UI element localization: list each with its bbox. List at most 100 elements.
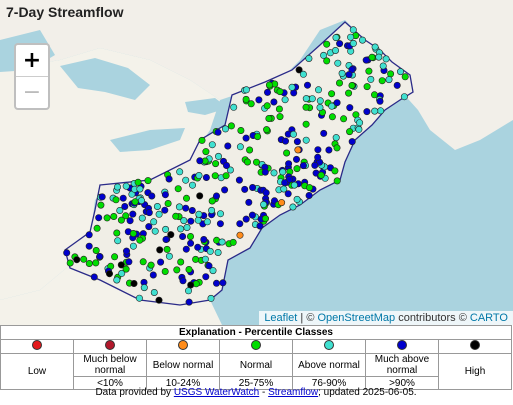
gauge-site-marker[interactable] (294, 146, 302, 154)
gauge-site-marker[interactable] (328, 90, 336, 98)
gauge-site-marker[interactable] (150, 288, 158, 296)
gauge-site-marker[interactable] (387, 70, 395, 78)
gauge-site-marker[interactable] (340, 115, 348, 123)
gauge-site-marker[interactable] (187, 281, 195, 289)
gauge-site-marker[interactable] (66, 259, 74, 267)
gauge-site-marker[interactable] (302, 120, 310, 128)
gauge-site-marker[interactable] (265, 81, 273, 89)
gauge-site-marker[interactable] (195, 172, 203, 180)
gauge-site-marker[interactable] (212, 160, 220, 168)
gauge-site-marker[interactable] (401, 73, 409, 81)
gauge-site-marker[interactable] (187, 217, 195, 225)
gauge-site-marker[interactable] (161, 267, 169, 275)
gauge-site-marker[interactable] (202, 273, 210, 281)
gauge-site-marker[interactable] (218, 238, 226, 246)
waterwatch-link[interactable]: USGS WaterWatch (173, 387, 260, 398)
gauge-site-marker[interactable] (157, 258, 165, 266)
gauge-site-marker[interactable] (249, 184, 257, 192)
gauge-site-marker[interactable] (299, 70, 307, 78)
gauge-site-marker[interactable] (85, 242, 93, 250)
gauge-site-marker[interactable] (182, 245, 190, 253)
gauge-site-marker[interactable] (122, 182, 130, 190)
gauge-site-marker[interactable] (222, 125, 230, 133)
gauge-site-marker[interactable] (155, 210, 163, 218)
gauge-site-marker[interactable] (235, 176, 243, 184)
gauge-site-marker[interactable] (224, 142, 232, 150)
gauge-site-marker[interactable] (385, 76, 393, 84)
gauge-site-marker[interactable] (165, 252, 173, 260)
gauge-site-marker[interactable] (144, 177, 152, 185)
gauge-site-marker[interactable] (136, 236, 144, 244)
gauge-site-marker[interactable] (302, 95, 310, 103)
gauge-site-marker[interactable] (358, 36, 366, 44)
gauge-site-marker[interactable] (256, 222, 264, 230)
gauge-site-marker[interactable] (179, 277, 187, 285)
gauge-site-marker[interactable] (302, 103, 310, 111)
gauge-site-marker[interactable] (135, 294, 143, 302)
gauge-site-marker[interactable] (206, 247, 214, 255)
gauge-site-marker[interactable] (278, 199, 286, 207)
gauge-site-marker[interactable] (222, 172, 230, 180)
gauge-site-marker[interactable] (187, 239, 195, 247)
gauge-site-marker[interactable] (236, 231, 244, 239)
gauge-site-marker[interactable] (247, 100, 255, 108)
gauge-site-marker[interactable] (126, 217, 134, 225)
gauge-site-marker[interactable] (217, 210, 225, 218)
gauge-site-marker[interactable] (163, 245, 171, 253)
gauge-site-marker[interactable] (202, 148, 210, 156)
gauge-site-marker[interactable] (293, 195, 301, 203)
gauge-site-marker[interactable] (219, 279, 227, 287)
gauge-site-marker[interactable] (182, 204, 190, 212)
gauge-site-marker[interactable] (175, 203, 183, 211)
gauge-site-marker[interactable] (138, 214, 146, 222)
gauge-site-marker[interactable] (261, 215, 269, 223)
gauge-site-marker[interactable] (92, 259, 100, 267)
gauge-site-marker[interactable] (129, 210, 137, 218)
gauge-site-marker[interactable] (183, 224, 191, 232)
gauge-site-marker[interactable] (254, 133, 262, 141)
gauge-site-marker[interactable] (283, 149, 291, 157)
gauge-site-marker[interactable] (335, 79, 343, 87)
gauge-site-marker[interactable] (129, 242, 137, 250)
streamflow-link[interactable]: Streamflow (268, 387, 319, 398)
gauge-site-marker[interactable] (261, 168, 269, 176)
gauge-site-marker[interactable] (242, 95, 250, 103)
gauge-site-marker[interactable] (393, 81, 401, 89)
gauge-site-marker[interactable] (270, 98, 278, 106)
gauge-site-marker[interactable] (151, 227, 159, 235)
gauge-site-marker[interactable] (136, 185, 144, 193)
gauge-site-marker[interactable] (200, 236, 208, 244)
gauge-site-marker[interactable] (293, 138, 301, 146)
gauge-site-marker[interactable] (362, 56, 370, 64)
gauge-site-marker[interactable] (85, 231, 93, 239)
gauge-site-marker[interactable] (241, 185, 249, 193)
gauge-site-marker[interactable] (114, 237, 122, 245)
gauge-site-marker[interactable] (314, 86, 322, 94)
gauge-site-marker[interactable] (316, 97, 324, 105)
gauge-site-marker[interactable] (189, 181, 197, 189)
gauge-site-marker[interactable] (345, 89, 353, 97)
gauge-site-marker[interactable] (377, 107, 385, 115)
gauge-site-marker[interactable] (281, 96, 289, 104)
gauge-site-marker[interactable] (333, 144, 341, 152)
gauge-site-marker[interactable] (331, 167, 339, 175)
gauge-site-marker[interactable] (237, 127, 245, 135)
gauge-site-marker[interactable] (118, 269, 126, 277)
gauge-site-marker[interactable] (122, 212, 130, 220)
gauge-site-marker[interactable] (92, 247, 100, 255)
gauge-site-marker[interactable] (161, 191, 169, 199)
gauge-site-marker[interactable] (371, 43, 379, 51)
gauge-site-marker[interactable] (227, 122, 235, 130)
gauge-site-marker[interactable] (196, 192, 204, 200)
gauge-site-marker[interactable] (260, 201, 268, 209)
gauge-site-marker[interactable] (73, 256, 81, 264)
gauge-site-marker[interactable] (331, 46, 339, 54)
osm-link[interactable]: OpenStreetMap (317, 312, 396, 324)
gauge-site-marker[interactable] (80, 255, 88, 263)
gauge-site-marker[interactable] (208, 206, 216, 214)
gauge-site-marker[interactable] (276, 113, 284, 121)
gauge-site-marker[interactable] (316, 104, 324, 112)
gauge-site-marker[interactable] (214, 249, 222, 257)
gauge-site-marker[interactable] (275, 105, 283, 113)
leaflet-link[interactable]: Leaflet (264, 312, 298, 324)
